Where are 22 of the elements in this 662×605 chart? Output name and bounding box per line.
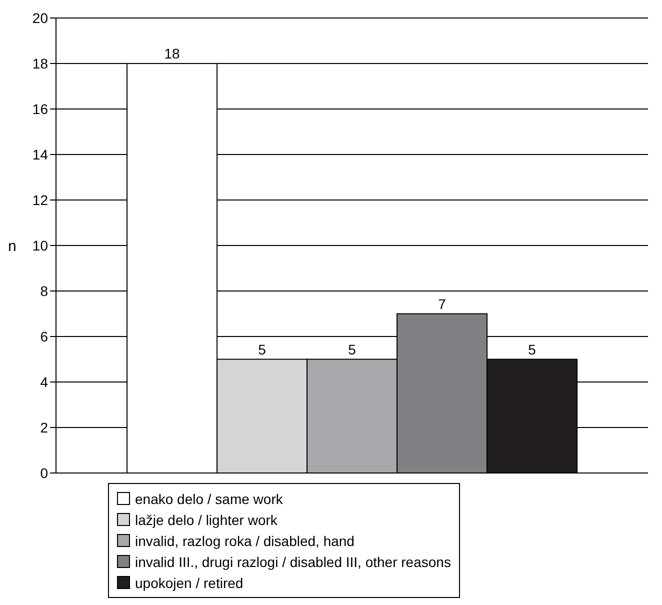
- y-tick-label: 4: [40, 374, 48, 390]
- y-tick-label: 10: [32, 237, 48, 254]
- legend-label: enako delo / same work: [135, 490, 283, 506]
- y-tick-label: 18: [32, 55, 48, 72]
- legend-label: invalid III., drugi razlogi / disabled III, other reasons: [135, 554, 451, 570]
- y-axis-title: n: [8, 238, 16, 255]
- y-tick-label: 16: [32, 100, 48, 117]
- data-label: 7: [438, 296, 446, 312]
- y-tick-label: 0: [40, 464, 48, 481]
- data-label: 18: [164, 46, 180, 62]
- legend-label: lažje delo / lighter work: [135, 512, 278, 528]
- data-label: 5: [348, 341, 356, 358]
- legend-label: upokojen / retired: [135, 574, 244, 590]
- y-tick-label: 2: [40, 419, 48, 436]
- legend-label: invalid, razlog roka / disabled, hand: [135, 532, 354, 548]
- y-tick-label: 12: [32, 192, 48, 208]
- data-label: 5: [258, 341, 266, 358]
- y-tick-label: 14: [32, 146, 48, 162]
- y-tick-label: 6: [40, 328, 48, 344]
- y-tick-label: 8: [40, 282, 48, 299]
- y-tick-label: 20: [32, 10, 48, 26]
- data-label: 5: [528, 341, 536, 358]
